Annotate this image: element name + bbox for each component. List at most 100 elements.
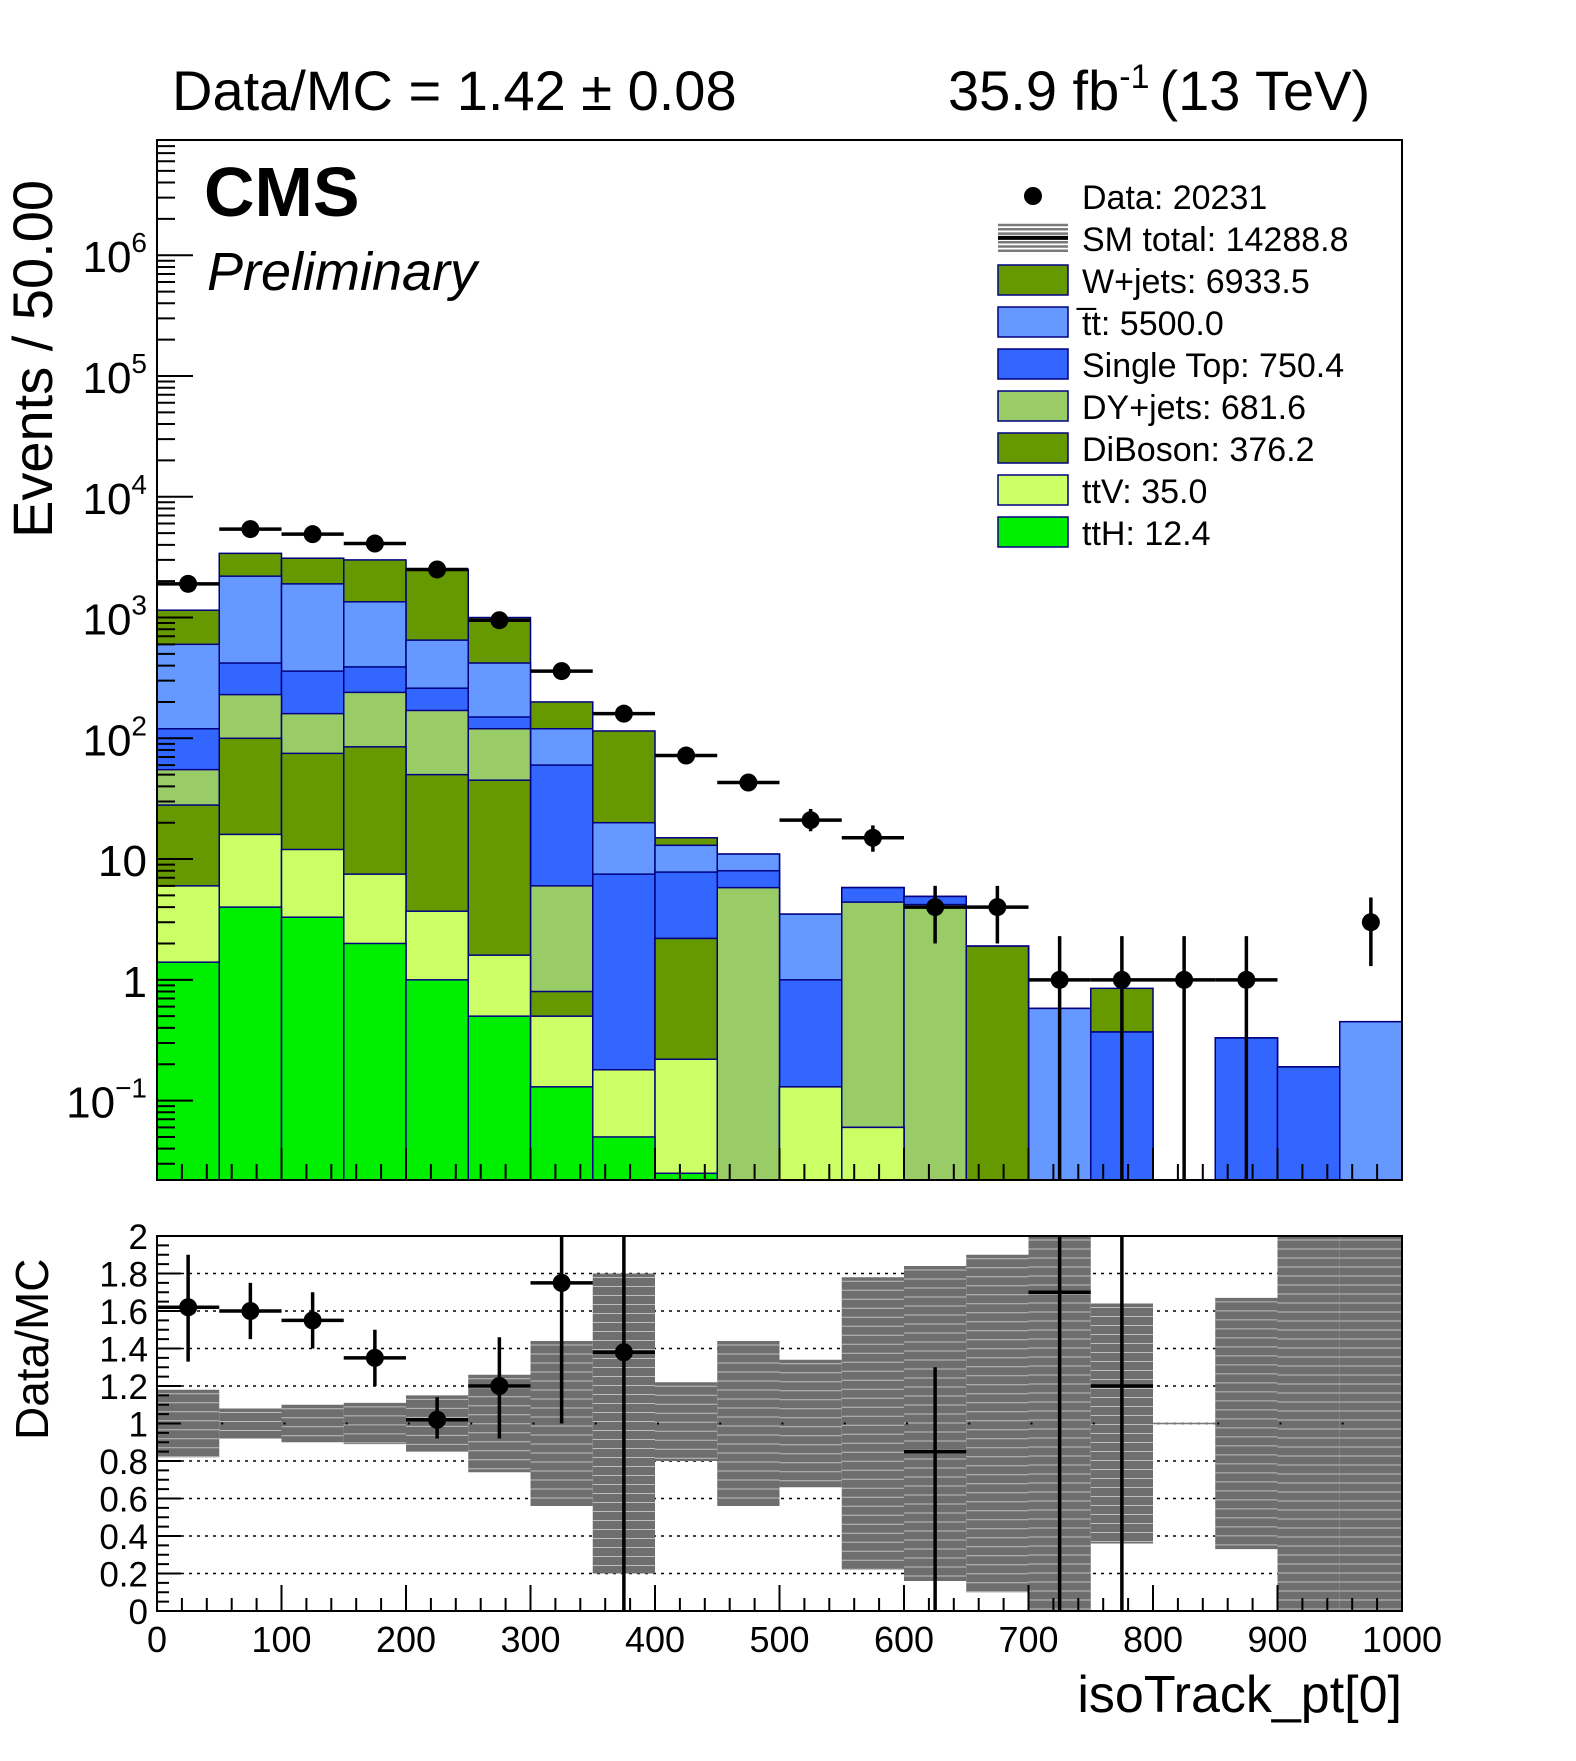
bar-dy-bin-12 [903, 903, 967, 1181]
main-y-tick-label: 104 [82, 469, 147, 524]
x-tick-label: 800 [1123, 1619, 1183, 1660]
legend-swatch-dy [997, 390, 1069, 422]
lumi-energy: (13 TeV) [1160, 59, 1371, 122]
ratio-y-tick-label: 1.2 [99, 1368, 148, 1407]
data-points [157, 520, 1380, 1180]
ratio-y-tick-label: 0.8 [99, 1443, 148, 1482]
legend-data-marker [1024, 187, 1042, 205]
ratio-band-bin-10 [779, 1359, 842, 1488]
x-tick-label: 300 [500, 1619, 560, 1660]
ratio-y-tick-label: 1.8 [99, 1256, 148, 1295]
main-axis-ticks [156, 139, 1403, 1180]
bar-diboson-bin-13 [965, 945, 1030, 1181]
x-tick-label: 1000 [1362, 1619, 1442, 1660]
legend-label-dy: DY+jets: 681.6 [1082, 389, 1306, 427]
data-point-7 [614, 704, 633, 723]
data-point-6 [552, 662, 571, 681]
ratio-point-2 [303, 1311, 322, 1330]
main-y-tick-label: 103 [82, 590, 147, 645]
data-point-0 [179, 574, 198, 593]
legend-label-diboson: DiBoson: 376.2 [1082, 431, 1315, 469]
ratio-y-tick-label: 1.4 [99, 1331, 148, 1370]
bar-ttv-bin-10 [778, 1086, 843, 1181]
ratio-band-bin-3 [343, 1402, 406, 1445]
x-tick-label: 400 [625, 1619, 685, 1660]
bar-tth-bin-7 [592, 1136, 656, 1181]
preliminary-label: Preliminary [207, 242, 480, 302]
x-tick-label: 0 [147, 1619, 167, 1660]
ratio-y-axis-title: Data/MC [6, 1259, 58, 1440]
x-tick-label: 100 [251, 1619, 311, 1660]
bar-tth-bin-5 [467, 1015, 532, 1181]
ratio-y-tick-label: 0.2 [99, 1556, 148, 1595]
main-y-tick-labels: 10−1 1 10 102 103 104 105 106 [66, 227, 147, 1127]
main-y-tick-label: 10−1 [66, 1073, 147, 1128]
data-point-12 [926, 898, 945, 917]
ratio-plot: 00.20.40.60.811.21.41.61.82 0 100 200 300 40… [6, 1218, 1442, 1724]
x-tick-label: 900 [1247, 1619, 1307, 1660]
bar-tth-bin-0 [156, 961, 220, 1181]
main-y-axis-title: Events / 50.00 [1, 180, 64, 538]
ratio-y-tick-label: 0.6 [99, 1481, 148, 1520]
ratio-band-bin-19 [1339, 1236, 1402, 1611]
data-point-1 [241, 520, 260, 539]
ratio-point-3 [365, 1348, 384, 1367]
lumi-value: 35.9 fb [948, 59, 1119, 122]
data-point-2 [303, 525, 322, 544]
main-y-tick-label: 106 [82, 227, 147, 282]
legend-swatch-ttv [997, 474, 1069, 506]
legend-label-ttv: ttV: 35.0 [1082, 473, 1207, 511]
x-axis-title: isoTrack_pt[0] [1077, 1666, 1402, 1724]
main-y-tick-label: 1 [123, 958, 147, 1007]
ratio-band-bin-9 [717, 1341, 780, 1506]
ratio-band-bin-1 [219, 1408, 282, 1439]
bar-ttv-bin-8 [654, 1058, 718, 1181]
ratio-band-bin-11 [841, 1277, 904, 1570]
data-point-3 [365, 534, 384, 553]
main-y-tick-label: 10 [98, 837, 147, 886]
bar-tth-bin-6 [529, 1086, 594, 1181]
legend-label-ttbar: t̅t: 5500.0 [1076, 305, 1223, 343]
data-mc-ratio-text: Data/MC = 1.42 ± 0.08 [172, 59, 737, 122]
stacked-histogram [156, 552, 1403, 1181]
ratio-axis-ticks [156, 1235, 1403, 1612]
data-point-5 [490, 611, 509, 630]
data-point-11 [863, 828, 882, 847]
legend-label-singletop: Single Top: 750.4 [1082, 347, 1344, 385]
lumi-exponent: -1 [1119, 58, 1149, 96]
main-y-tick-label: 105 [82, 348, 147, 403]
luminosity-label: 35.9 fb-1 (13 TeV) [948, 58, 1370, 122]
ratio-point-1 [241, 1302, 260, 1320]
cms-label: CMS [204, 153, 360, 231]
legend-swatch-tth [997, 516, 1069, 548]
bar-singletop-bin-18 [1276, 1066, 1341, 1181]
bar-dy-bin-9 [716, 886, 781, 1181]
legend-label-sm: SM total: 14288.8 [1082, 221, 1349, 259]
data-point-18 [1361, 913, 1380, 932]
bar-tth-bin-3 [343, 942, 407, 1181]
x-tick-label: 500 [749, 1619, 809, 1660]
ratio-y-tick-label: 1.6 [99, 1293, 148, 1332]
x-tick-label: 200 [376, 1619, 436, 1660]
legend-swatch-wjets [997, 264, 1069, 296]
legend-label-tth: ttH: 12.4 [1082, 515, 1211, 553]
bar-tth-bin-4 [405, 979, 469, 1181]
ratio-y-tick-label: 1 [129, 1406, 148, 1445]
ratio-band-bin-17 [1215, 1297, 1278, 1550]
bar-tth-bin-2 [280, 916, 345, 1181]
data-point-15 [1112, 970, 1131, 989]
ratio-point-4 [428, 1410, 447, 1429]
bar-ttv-bin-11 [841, 1126, 905, 1181]
ratio-y-tick-label: 0 [129, 1593, 148, 1632]
data-point-8 [677, 746, 696, 765]
data-point-10 [801, 811, 820, 830]
data-point-14 [1050, 970, 1069, 989]
legend-swatch-diboson [997, 432, 1069, 464]
ratio-data-points [157, 1236, 1153, 1611]
ratio-uncertainty-band [157, 1236, 1402, 1611]
data-point-4 [428, 560, 447, 579]
ratio-x-tick-labels: 0 100 200 300 400 500 600 700 800 900 1000 [147, 1619, 1442, 1660]
ratio-band-bin-13 [966, 1254, 1029, 1593]
x-tick-label: 700 [998, 1619, 1058, 1660]
